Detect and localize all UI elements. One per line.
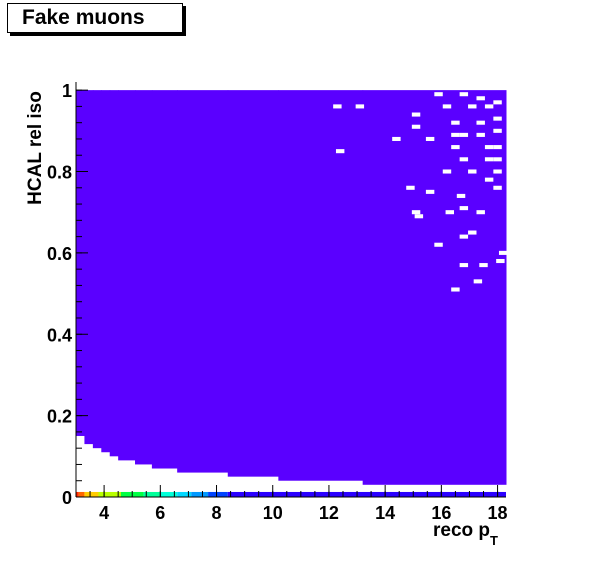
empty-bin (456, 193, 466, 198)
color-strip-segment (78, 491, 85, 497)
empty-bin (425, 136, 435, 141)
color-strip-segment (160, 491, 178, 497)
empty-bin (468, 230, 477, 235)
empty-bin (493, 100, 502, 105)
color-strip-segment (84, 491, 99, 497)
empty-bin (459, 92, 469, 97)
x-tick-label: 6 (155, 503, 165, 523)
color-strip-segment (177, 491, 192, 497)
empty-bin (411, 112, 421, 117)
color-strip-segment (98, 491, 121, 497)
empty-bin (442, 104, 452, 109)
empty-bin (484, 145, 494, 150)
y-tick-label: 0.4 (47, 325, 72, 345)
empty-bin (333, 104, 342, 109)
heatmap-fill-column (151, 90, 178, 469)
empty-bin (411, 124, 421, 129)
empty-bin (484, 177, 494, 182)
heatmap-fill-column (101, 90, 111, 453)
x-axis-title-main: reco p (433, 520, 490, 541)
y-axis-title: HCAL rel iso (25, 91, 46, 205)
empty-bin (476, 210, 485, 215)
empty-bin (434, 92, 443, 97)
empty-bin (493, 145, 502, 150)
color-strip-segment (191, 491, 209, 497)
x-tick-label: 8 (212, 503, 222, 523)
empty-bin (476, 120, 485, 125)
empty-bin (496, 258, 505, 264)
y-tick-label: 0 (62, 488, 72, 508)
heatmap-fill-column (278, 90, 364, 481)
empty-bin (473, 279, 483, 284)
empty-bin (434, 242, 443, 247)
empty-bin (493, 157, 502, 162)
y-tick-label: 0.6 (47, 244, 72, 264)
x-tick-label: 14 (375, 503, 395, 523)
heatmap-fill-column (92, 90, 102, 449)
empty-bin (479, 263, 488, 268)
color-strip-segment (227, 491, 506, 497)
empty-bin (411, 210, 421, 215)
x-tick-label: 4 (99, 503, 109, 523)
x-tick-label: 12 (319, 503, 339, 523)
empty-bin (414, 214, 424, 219)
empty-bin (459, 157, 469, 162)
chart-title: Fake muons (22, 6, 145, 29)
empty-bin (425, 189, 435, 194)
empty-bin (493, 128, 502, 133)
empty-bin (476, 132, 485, 137)
empty-bin (442, 169, 452, 174)
empty-bin (459, 263, 469, 268)
empty-bin (445, 210, 455, 215)
heatmap-fill-column (118, 90, 136, 461)
color-strip-segment (76, 491, 79, 497)
heatmap-fill-column (109, 90, 119, 457)
heatmap-fill-column (76, 90, 85, 436)
empty-bin (355, 104, 365, 109)
empty-bin (392, 136, 401, 141)
empty-bin (493, 116, 502, 121)
empty-bin (335, 149, 345, 154)
empty-bin (493, 169, 502, 174)
axes: 00.20.40.60.814 6 8 10 12 14 16 18 (47, 81, 508, 523)
x-axis-title: reco pT (433, 520, 498, 548)
y-tick-label: 1 (62, 81, 72, 101)
empty-bin (484, 157, 494, 162)
chart-title-box: Fake muons (7, 3, 183, 33)
plot-area (76, 90, 508, 497)
heatmap-fill-column (227, 90, 279, 477)
empty-bin (406, 185, 415, 190)
x-tick-label: 10 (263, 503, 283, 523)
y-tick-label: 0.8 (47, 163, 72, 183)
empty-bin (493, 185, 502, 190)
x-axis-title-sub: T (490, 533, 498, 548)
heatmap-fill-column (362, 90, 507, 485)
empty-bin (451, 145, 460, 150)
empty-bin (459, 234, 469, 239)
empty-bin (451, 132, 460, 137)
heatmap-fill-column (135, 90, 153, 465)
empty-bin (459, 206, 469, 211)
empty-bin (476, 96, 485, 101)
empty-bin (451, 287, 460, 292)
empty-bin (468, 169, 477, 174)
x-tick-label: 18 (488, 503, 508, 523)
empty-bin (498, 250, 508, 255)
empty-bin (459, 132, 469, 137)
color-strip-segment (208, 491, 228, 497)
empty-bin (468, 104, 477, 109)
empty-bin (451, 120, 460, 125)
empty-bin (484, 104, 494, 109)
y-tick-label: 0.2 (47, 407, 72, 427)
heatmap-fill-column (84, 90, 94, 445)
x-tick-label: 16 (431, 503, 451, 523)
color-strip-segment (143, 491, 161, 497)
heatmap-fill-column (177, 90, 229, 473)
